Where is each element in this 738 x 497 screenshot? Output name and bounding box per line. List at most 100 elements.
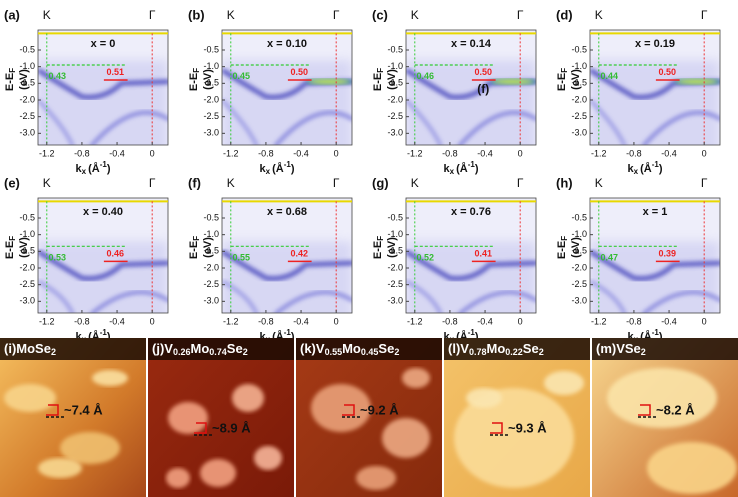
stm-name-part: Mo bbox=[190, 341, 209, 356]
arpes-image bbox=[38, 30, 168, 145]
step-height: ~9.3 Å bbox=[508, 420, 547, 435]
band-lower bbox=[641, 110, 720, 145]
stm-name-part: 0.45 bbox=[361, 347, 379, 357]
k-label: K bbox=[411, 176, 419, 190]
y-axis-label: E-EF(eV) bbox=[372, 68, 398, 91]
x-tick-label: 0 bbox=[334, 148, 339, 158]
y-label-sub: F bbox=[192, 236, 201, 241]
x-tick-label: -1.2 bbox=[223, 148, 239, 158]
band-left bbox=[590, 279, 627, 313]
doping-label: x = 0.10 bbox=[267, 38, 307, 50]
arpes-panel: 0.53 0.46 x = 0.40 (e) K Γ -0.5 -1.0 -1.5 -2.0 -2.… bbox=[4, 175, 169, 344]
stm-name-part: 2 bbox=[243, 347, 248, 357]
step-profile bbox=[638, 404, 651, 416]
stm-name-part: 2 bbox=[51, 347, 56, 357]
x-label-sub: x bbox=[450, 167, 455, 176]
green-value: 0.52 bbox=[417, 252, 435, 262]
x-label-sub: x bbox=[82, 167, 87, 176]
y-tick-label: -3.0 bbox=[571, 128, 587, 138]
band bbox=[38, 249, 168, 282]
stm-label: (k) bbox=[300, 341, 316, 356]
x-tick-label: -0.8 bbox=[258, 316, 274, 326]
y-tick-label: -2.5 bbox=[571, 279, 587, 289]
island bbox=[166, 468, 190, 488]
stm-panel: (j)V0.26Mo0.74Se2 ~8.9 Å bbox=[148, 338, 294, 497]
x-tick-label: -0.8 bbox=[442, 316, 458, 326]
red-value: 0.41 bbox=[475, 248, 493, 258]
stm-name-part: 2 bbox=[539, 347, 544, 357]
gamma-label: Γ bbox=[701, 176, 708, 190]
x-tick-label: -1.2 bbox=[39, 148, 55, 158]
step-height: ~7.4 Å bbox=[64, 402, 103, 417]
y-axis-label: E-EF(eV) bbox=[556, 68, 582, 91]
k-label: K bbox=[227, 8, 235, 22]
x-tick-label: 0 bbox=[702, 316, 707, 326]
y-tick-label: -2.5 bbox=[387, 111, 403, 121]
y-tick-label: -1.0 bbox=[571, 61, 587, 71]
x-label-main: k bbox=[628, 331, 635, 343]
x-tick-label: -1.2 bbox=[407, 148, 423, 158]
green-value: 0.46 bbox=[417, 71, 435, 81]
x-label-main: k bbox=[260, 163, 267, 175]
stm-label: (m) bbox=[596, 341, 616, 356]
label-band bbox=[296, 338, 442, 360]
k-label: K bbox=[43, 8, 51, 22]
island bbox=[200, 459, 236, 487]
stm-label: (l) bbox=[448, 341, 460, 356]
band-left bbox=[38, 98, 75, 145]
stm-name-part: VSe bbox=[616, 341, 641, 356]
x-tick-label: -0.8 bbox=[626, 316, 642, 326]
island bbox=[607, 368, 717, 428]
stm-panel: (k)V0.55Mo0.45Se2 ~9.2 Å bbox=[296, 338, 442, 497]
island bbox=[92, 370, 128, 386]
y-label-unit: (eV) bbox=[202, 237, 214, 258]
y-tick-label: -2.0 bbox=[203, 94, 219, 104]
red-value: 0.50 bbox=[291, 67, 309, 77]
y-label-unit: (eV) bbox=[386, 237, 398, 258]
arpes-image bbox=[222, 30, 352, 145]
y-tick-label: -2.0 bbox=[571, 262, 587, 272]
band-lower bbox=[457, 110, 536, 145]
label-band bbox=[592, 338, 738, 360]
plot-frame bbox=[589, 29, 721, 146]
y-label-sub: F bbox=[560, 236, 569, 241]
x-axis-label: kx(Å-1) bbox=[76, 160, 111, 176]
y-tick-label: -2.0 bbox=[19, 262, 35, 272]
x-tick-label: -0.4 bbox=[293, 148, 309, 158]
y-tick-label: -2.0 bbox=[387, 94, 403, 104]
y-label-main: E-E bbox=[188, 241, 200, 259]
stm-name-part: 0.74 bbox=[209, 347, 227, 357]
island bbox=[544, 371, 584, 395]
band-lower bbox=[89, 110, 168, 145]
x-tick-label: -1.2 bbox=[39, 316, 55, 326]
gamma-label: Γ bbox=[517, 176, 524, 190]
x-tick-label: -0.4 bbox=[293, 316, 309, 326]
stm-name-part: Se bbox=[227, 341, 243, 356]
y-tick-label: -0.5 bbox=[203, 212, 219, 222]
stm-name-part: Mo bbox=[486, 341, 505, 356]
red-value: 0.50 bbox=[659, 67, 677, 77]
y-tick-label: -0.5 bbox=[571, 44, 587, 54]
x-label-close: ) bbox=[475, 163, 479, 175]
x-tick-label: 0 bbox=[518, 316, 523, 326]
k-label: K bbox=[43, 176, 51, 190]
y-label-main: E-E bbox=[556, 73, 568, 91]
y-tick-label: -1.5 bbox=[571, 78, 587, 88]
arpes-image bbox=[590, 198, 720, 313]
stm-name-part: 0.22 bbox=[505, 347, 523, 357]
y-label-unit: (eV) bbox=[570, 237, 582, 258]
y-tick-label: -2.0 bbox=[387, 262, 403, 272]
y-tick-label: -1.0 bbox=[571, 229, 587, 239]
island bbox=[38, 458, 82, 478]
x-label-close: ) bbox=[659, 163, 663, 175]
label-band bbox=[148, 338, 294, 360]
panel-label: (a) bbox=[4, 7, 20, 22]
green-value: 0.44 bbox=[601, 71, 619, 81]
stm-name-part: Se bbox=[378, 341, 394, 356]
x-label-open: (Å bbox=[456, 162, 468, 175]
x-label-main: k bbox=[628, 163, 635, 175]
arpes-panel: 0.47 0.39 x = 1 (h) K Γ -0.5 -1.0 -1.5 -2.0 -2.5 -3… bbox=[556, 175, 721, 344]
stm-name-part: Mo bbox=[342, 341, 361, 356]
y-tick-label: -3.0 bbox=[19, 296, 35, 306]
red-value: 0.39 bbox=[659, 248, 677, 258]
